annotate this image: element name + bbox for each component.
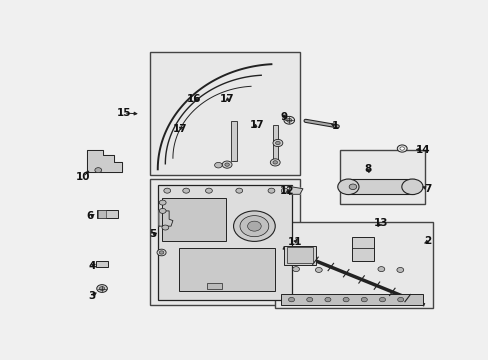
Circle shape [379, 297, 385, 302]
Circle shape [99, 287, 104, 291]
Circle shape [348, 184, 356, 190]
Text: 9: 9 [280, 112, 287, 122]
Circle shape [397, 297, 403, 302]
Circle shape [337, 179, 358, 194]
Circle shape [163, 188, 170, 193]
Text: 5: 5 [149, 229, 157, 239]
Circle shape [205, 188, 212, 193]
Bar [96, 261, 107, 267]
Circle shape [183, 188, 189, 193]
Text: 8: 8 [364, 164, 371, 174]
Circle shape [284, 116, 294, 124]
Bar [284, 246, 316, 265]
Text: 2: 2 [423, 237, 430, 246]
Circle shape [399, 147, 404, 150]
Bar [98, 210, 105, 217]
Text: 10: 10 [76, 172, 90, 182]
Circle shape [95, 168, 102, 173]
Circle shape [159, 200, 166, 205]
Circle shape [233, 211, 275, 242]
Circle shape [292, 267, 299, 271]
Bar [286, 247, 312, 263]
Text: 17: 17 [219, 94, 234, 104]
Polygon shape [159, 211, 173, 226]
Circle shape [286, 118, 291, 122]
Bar [150, 179, 299, 305]
Circle shape [401, 179, 422, 194]
Polygon shape [87, 150, 122, 172]
Text: 7: 7 [424, 184, 431, 194]
Circle shape [361, 297, 366, 302]
Circle shape [270, 159, 280, 166]
Bar [272, 125, 277, 161]
Circle shape [240, 216, 268, 237]
Bar [230, 121, 236, 161]
Circle shape [396, 145, 407, 152]
Circle shape [162, 225, 168, 230]
Bar [206, 283, 222, 288]
Circle shape [324, 297, 330, 302]
Circle shape [343, 297, 348, 302]
Circle shape [281, 188, 287, 193]
Bar [346, 179, 413, 194]
Bar [275, 222, 432, 308]
Circle shape [272, 161, 277, 164]
Circle shape [377, 267, 384, 271]
Polygon shape [289, 186, 302, 194]
Bar [178, 248, 275, 291]
Text: 15: 15 [116, 108, 131, 118]
Circle shape [288, 297, 294, 302]
Circle shape [159, 251, 163, 254]
Text: 13: 13 [372, 218, 387, 228]
Text: 12: 12 [280, 186, 294, 196]
Circle shape [272, 139, 282, 147]
Bar [339, 150, 424, 204]
Circle shape [157, 249, 166, 256]
Text: 11: 11 [287, 237, 302, 247]
Bar [280, 294, 422, 305]
Circle shape [222, 161, 232, 168]
Text: 14: 14 [415, 145, 429, 155]
Text: 4: 4 [88, 261, 96, 270]
Bar [150, 51, 299, 175]
Text: 1: 1 [331, 121, 339, 131]
Text: 6: 6 [86, 211, 93, 221]
Circle shape [275, 141, 280, 145]
Bar [351, 237, 373, 261]
Circle shape [235, 188, 242, 193]
Circle shape [267, 188, 274, 193]
Bar [97, 210, 118, 219]
Circle shape [315, 267, 322, 273]
Circle shape [159, 208, 166, 213]
Circle shape [306, 297, 312, 302]
Circle shape [247, 221, 261, 231]
Circle shape [97, 285, 107, 292]
Circle shape [224, 163, 229, 166]
Circle shape [396, 267, 403, 273]
Text: 17: 17 [249, 120, 264, 130]
Bar [161, 198, 225, 242]
Circle shape [214, 162, 222, 168]
Text: 3: 3 [88, 291, 96, 301]
Text: 17: 17 [172, 123, 187, 134]
Text: 16: 16 [187, 94, 202, 104]
Bar [158, 185, 292, 300]
